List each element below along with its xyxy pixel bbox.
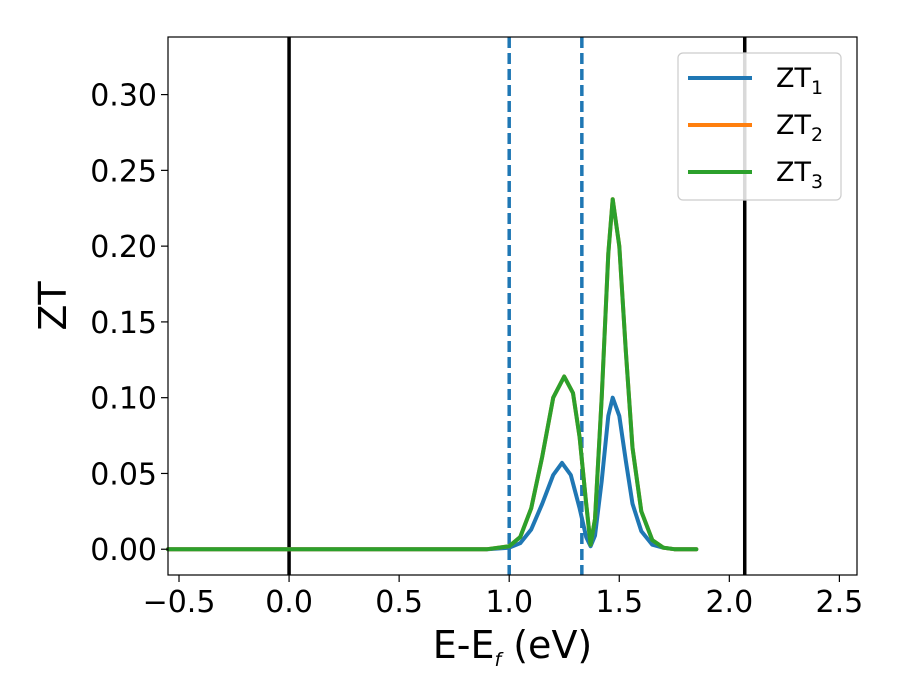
legend-label: ZT3 — [776, 157, 823, 193]
x-tick-label: 0.0 — [265, 585, 313, 620]
y-tick-label: 0.00 — [90, 533, 157, 568]
y-tick-label: 0.05 — [90, 457, 157, 492]
x-tick-label: 1.5 — [595, 585, 643, 620]
series-line-zt2 — [166, 197, 699, 552]
series-layer — [166, 197, 699, 552]
series-line-zt1 — [166, 395, 699, 552]
x-axis-label: E-Ef (eV) — [433, 623, 593, 671]
x-tick-label: −0.5 — [143, 585, 216, 620]
y-axis-label: ZT — [31, 281, 75, 331]
y-axis-ticks: 0.00 0.05 0.10 0.15 0.20 0.25 0.30 — [90, 79, 168, 568]
x-tick-label: 1.0 — [485, 585, 533, 620]
series-line-zt3 — [166, 197, 699, 552]
reference-lines — [287, 37, 747, 575]
x-tick-label: 2.5 — [816, 585, 864, 620]
y-tick-label: 0.15 — [90, 306, 157, 341]
legend-box — [677, 52, 842, 201]
y-tick-label: 0.25 — [90, 154, 157, 189]
x-tick-label: 0.5 — [375, 585, 423, 620]
x-tick-label: 2.0 — [705, 585, 753, 620]
plot-frame — [167, 36, 858, 576]
legend-label: ZT2 — [776, 110, 823, 146]
y-tick-label: 0.10 — [90, 382, 157, 417]
y-tick-label: 0.30 — [90, 79, 157, 114]
legend: ZT1 ZT2 ZT3 — [677, 52, 842, 201]
x-axis-ticks: −0.5 0.0 0.5 1.0 1.5 2.0 2.5 — [143, 575, 864, 620]
legend-label: ZT1 — [776, 63, 823, 99]
y-tick-label: 0.20 — [90, 230, 157, 265]
